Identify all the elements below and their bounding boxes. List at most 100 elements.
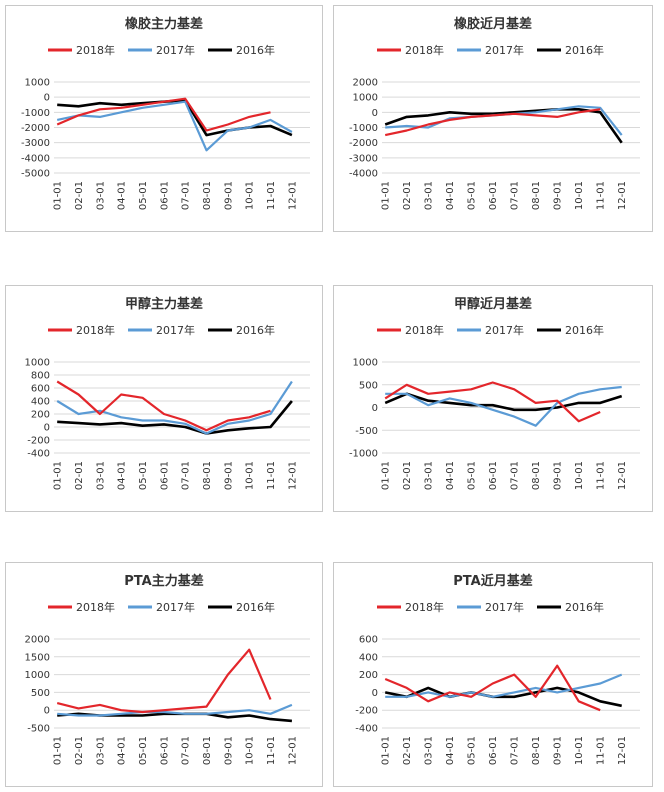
legend-label-2018: 2018年 [76,600,115,614]
x-tick-label: 10-01 [245,736,256,765]
x-tick-label: 11-01 [266,736,277,765]
x-tick-label: 06-01 [488,461,499,490]
y-tick-label: -5000 [21,169,50,180]
y-tick-label: 0 [44,423,50,434]
x-tick-label: 10-01 [245,461,256,490]
chart-panel-methanol-main: 甲醇主力基差 2018年 2017年 2016年 1000 800 600 400 200 0 -2… [5,285,323,512]
x-tick-label: 10-01 [245,181,256,210]
x-tick-label: 04-01 [445,461,456,490]
x-tick-label: 04-01 [117,461,128,490]
x-tick-label: 07-01 [510,181,521,210]
y-tick-label: -3000 [349,153,378,164]
legend-label-2017: 2017年 [485,43,524,57]
x-tick-label: 07-01 [510,736,521,765]
chart-svg: 橡胶主力基差 2018年 2017年 2016年 1000 0 -1000 -2000 -300… [21,16,310,210]
y-tick-label: 400 [359,652,378,663]
x-tick-label: 02-01 [74,181,85,210]
y-tick-label: -4000 [349,169,378,180]
y-tick-label: 800 [31,371,50,382]
chart-title: 橡胶近月基差 [454,16,532,32]
x-tick-label: 11-01 [596,181,607,210]
x-tick-label: 09-01 [553,461,564,490]
y-tick-label: -1000 [21,108,50,119]
x-tick-label: 10-01 [574,461,585,490]
x-tick-label: 02-01 [74,736,85,765]
x-tick-label: 06-01 [159,181,170,210]
x-tick-label: 09-01 [223,736,234,765]
y-tick-label: 200 [359,670,378,681]
chart-title: 甲醇近月基差 [454,296,532,312]
y-tick-label: 1500 [25,652,50,663]
legend-label-2016: 2016年 [236,600,275,614]
x-tick-label: 08-01 [531,181,542,210]
x-tick-label: 06-01 [488,181,499,210]
legend-label-2016: 2016年 [236,323,275,337]
legend-label-2017: 2017年 [485,600,524,614]
chart-panel-methanol-near: 甲醇近月基差 2018年 2017年 2016年 1000 500 0 -500 -1000 01… [333,285,653,512]
series-line-2016 [384,392,623,412]
x-tick-label: 05-01 [467,181,478,210]
x-tick-label: 01-01 [381,736,392,765]
y-tick-label: 1000 [353,358,378,369]
x-tick-label: 08-01 [202,181,213,210]
legend-label-2018: 2018年 [405,323,444,337]
x-tick-label: 05-01 [467,736,478,765]
x-tick-label: 04-01 [445,736,456,765]
x-tick-label: 10-01 [574,181,585,210]
series-line-2016 [57,400,293,435]
y-tick-label: 1000 [25,670,50,681]
legend-label-2018: 2018年 [76,323,115,337]
series-line-2018 [56,648,272,714]
x-tick-label: 03-01 [95,181,106,210]
chart-svg: 甲醇主力基差 2018年 2017年 2016年 1000 800 600 400 200 0 -2… [25,296,310,490]
y-tick-label: 500 [31,688,50,699]
series-line-2017 [56,100,293,152]
x-tick-label: 09-01 [223,461,234,490]
legend-label-2016: 2016年 [565,43,604,57]
y-tick-label: 0 [372,688,378,699]
x-tick-label: 05-01 [467,461,478,490]
x-tick-label: 05-01 [138,181,149,210]
y-tick-label: -1000 [349,449,378,460]
x-tick-label: 12-01 [617,736,628,765]
y-tick-label: 0 [44,706,50,717]
x-tick-label: 01-01 [381,461,392,490]
x-tick-label: 09-01 [553,181,564,210]
chart-panel-rubber-near: 橡胶近月基差 2018年 2017年 2016年 2000 1000 0 -1000 -2000… [333,5,653,232]
series-line-2017 [57,703,293,717]
x-tick-label: 02-01 [402,181,413,210]
y-tick-label: -200 [27,436,50,447]
x-tick-label: 02-01 [402,736,413,765]
x-tick-label: 07-01 [181,461,192,490]
x-tick-label: 03-01 [424,461,435,490]
x-tick-label: 03-01 [424,736,435,765]
y-tick-label: 400 [31,397,50,408]
y-tick-label: -2000 [349,138,378,149]
x-tick-label: 12-01 [287,181,298,210]
x-tick-label: 01-01 [381,181,392,210]
chart-title: PTA近月基差 [453,573,532,589]
x-tick-label: 12-01 [287,736,298,765]
chart-svg: PTA近月基差 2018年 2017年 2016年 600 400 200 0 -200 -400… [355,573,640,765]
x-tick-label: 07-01 [510,461,521,490]
y-tick-label: 1000 [25,358,50,369]
series-line-2018 [384,381,601,423]
x-tick-label: 01-01 [53,736,64,765]
y-tick-label: -4000 [21,153,50,164]
x-tick-label: 08-01 [202,461,213,490]
y-tick-label: 2000 [25,635,50,646]
chart-panel-pta-main: PTA主力基差 2018年 2017年 2016年 2000 1500 1000 500 0 -5… [5,562,323,787]
x-tick-label: 03-01 [95,461,106,490]
x-tick-label: 10-01 [574,736,585,765]
y-tick-label: 600 [31,384,50,395]
series-line-2017 [385,673,623,698]
legend-label-2017: 2017年 [485,323,524,337]
chart-svg: PTA主力基差 2018年 2017年 2016年 2000 1500 1000 500 0 -5… [25,573,310,765]
y-tick-label: -2000 [21,123,50,134]
chart-panel-pta-near: PTA近月基差 2018年 2017年 2016年 600 400 200 0 -200 -400… [333,562,653,787]
x-tick-label: 06-01 [159,461,170,490]
y-tick-label: -1000 [349,123,378,134]
x-tick-label: 07-01 [181,181,192,210]
x-tick-label: 11-01 [266,181,277,210]
legend-label-2017: 2017年 [156,43,195,57]
